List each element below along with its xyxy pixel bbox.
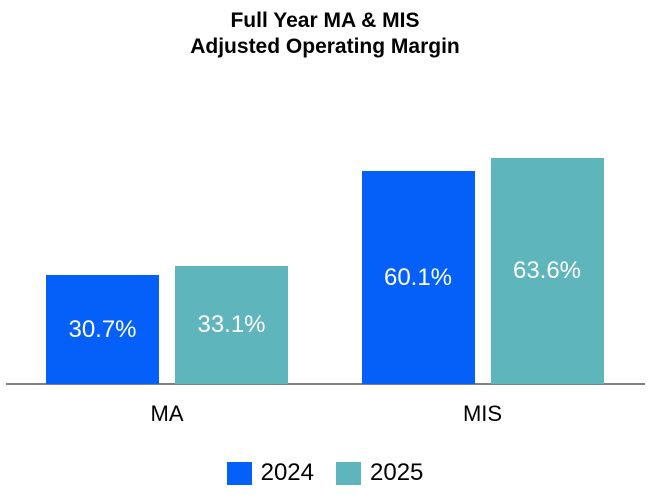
x-axis-line bbox=[6, 383, 645, 385]
legend-label-2024: 2024 bbox=[260, 459, 314, 486]
bar-value-label-2025-MIS: 63.6% bbox=[512, 257, 582, 284]
legend-swatch-2025 bbox=[336, 461, 361, 485]
bar-2024-MA: 30.7% bbox=[46, 275, 159, 384]
bar-value-label-2024-MIS: 60.1% bbox=[383, 263, 453, 291]
bar-2025-MA: 33.1% bbox=[175, 266, 288, 384]
x-axis-label-MIS: MIS bbox=[462, 401, 503, 426]
bar-2025-MIS: 63.6% bbox=[490, 158, 604, 384]
legend-item-2025: 2025 bbox=[336, 459, 423, 487]
chart-title-line2: Adjusted Operating Margin bbox=[190, 35, 460, 58]
x-axis-label-MA: MA bbox=[150, 401, 184, 426]
legend-swatch-2024 bbox=[226, 461, 252, 485]
chart-title: Full Year MA & MIS Adjusted Operating Ma… bbox=[0, 8, 650, 60]
chart-title-line1: Full Year MA & MIS bbox=[230, 9, 420, 32]
bar-value-label-2025-MA: 33.1% bbox=[197, 311, 266, 338]
legend-item-2024: 2024 bbox=[226, 459, 314, 487]
legend-label-2025: 2025 bbox=[370, 459, 424, 486]
bar-value-label-2024-MA: 30.7% bbox=[68, 315, 137, 343]
legend: 2024 2025 bbox=[0, 459, 650, 487]
bar-2024-MIS: 60.1% bbox=[361, 171, 475, 384]
